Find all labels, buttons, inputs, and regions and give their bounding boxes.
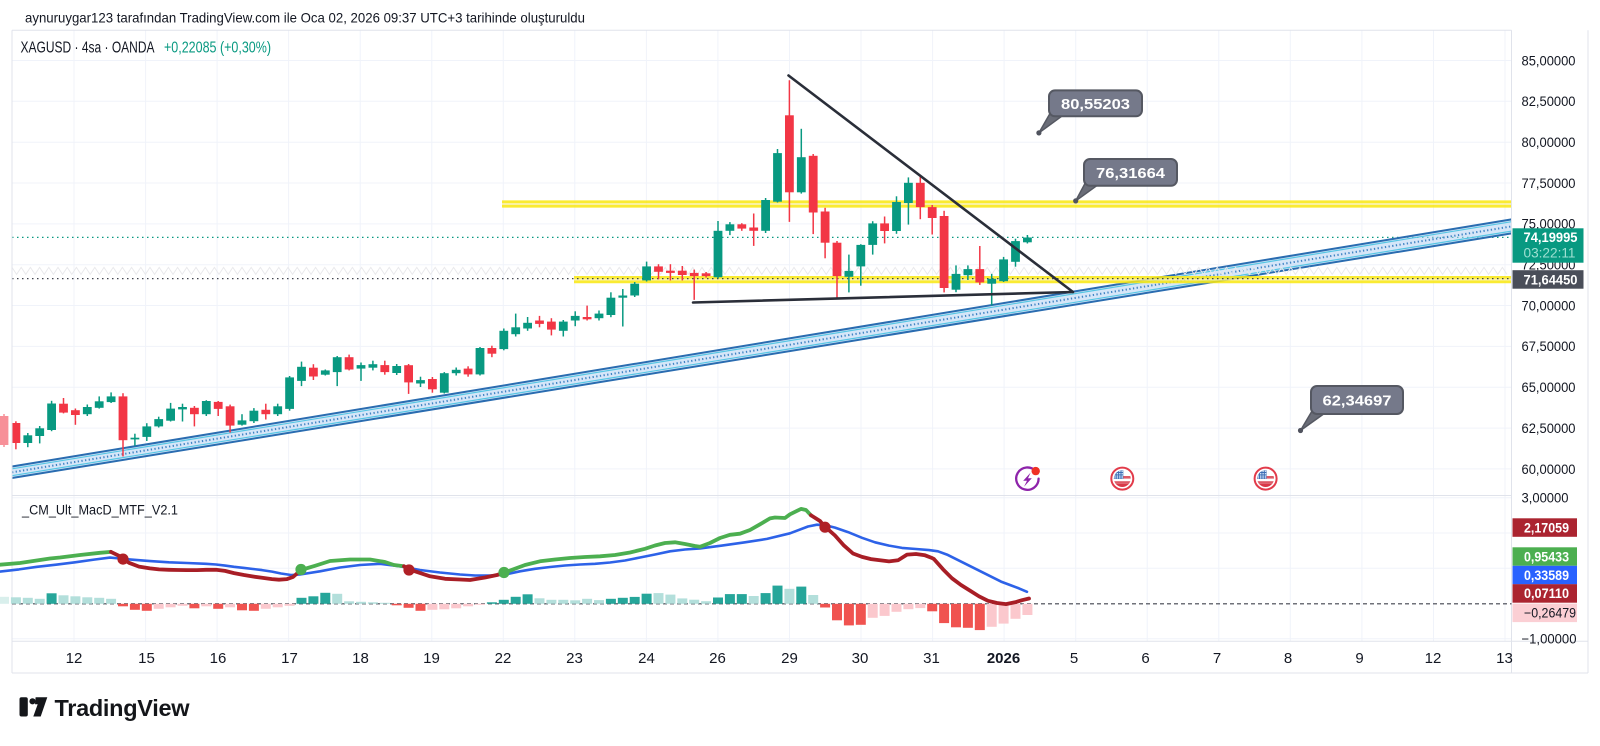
svg-text:31: 31: [923, 650, 940, 667]
svg-text:_CM_Ult_MacD_MTF_V2.1: _CM_Ult_MacD_MTF_V2.1: [21, 503, 178, 518]
svg-text:7: 7: [1213, 650, 1221, 667]
svg-text:0,33589: 0,33589: [1524, 568, 1569, 583]
svg-text:13: 13: [1496, 650, 1513, 667]
svg-text:19: 19: [423, 650, 440, 667]
svg-text:6: 6: [1141, 650, 1149, 667]
svg-text:22: 22: [495, 650, 512, 667]
svg-text:62,50000: 62,50000: [1522, 421, 1576, 436]
svg-text:2026: 2026: [987, 650, 1020, 667]
svg-text:0,95433: 0,95433: [1524, 549, 1569, 564]
svg-text:18: 18: [352, 650, 369, 667]
svg-text:67,50000: 67,50000: [1522, 339, 1576, 354]
svg-text:26: 26: [709, 650, 726, 667]
svg-text:23: 23: [566, 650, 583, 667]
svg-text:16: 16: [210, 650, 227, 667]
svg-text:2,17059: 2,17059: [1524, 520, 1569, 535]
svg-text:71,64450: 71,64450: [1524, 272, 1578, 287]
svg-text:85,00000: 85,00000: [1522, 53, 1576, 68]
svg-text:24: 24: [638, 650, 655, 667]
svg-text:12: 12: [66, 650, 83, 667]
svg-text:60,00000: 60,00000: [1522, 462, 1576, 477]
svg-text:65,00000: 65,00000: [1522, 380, 1576, 395]
svg-text:17: 17: [281, 650, 298, 667]
svg-text:62,34697: 62,34697: [1323, 394, 1392, 410]
svg-text:5: 5: [1070, 650, 1078, 667]
svg-text:+0,22085 (+0,30%): +0,22085 (+0,30%): [164, 40, 271, 57]
svg-text:82,50000: 82,50000: [1522, 94, 1576, 109]
svg-text:12: 12: [1425, 650, 1442, 667]
svg-text:80,55203: 80,55203: [1061, 97, 1130, 113]
svg-text:3,00000: 3,00000: [1522, 491, 1569, 506]
svg-text:76,31664: 76,31664: [1096, 166, 1165, 182]
svg-text:77,50000: 77,50000: [1522, 176, 1576, 191]
svg-text:9: 9: [1355, 650, 1363, 667]
svg-text:80,00000: 80,00000: [1522, 135, 1576, 150]
svg-text:29: 29: [781, 650, 798, 667]
svg-text:XAGUSD · 4sa · OANDA: XAGUSD · 4sa · OANDA: [21, 40, 156, 57]
svg-text:0,07110: 0,07110: [1524, 586, 1569, 601]
svg-text:TradingView: TradingView: [55, 695, 191, 721]
svg-text:30: 30: [852, 650, 869, 667]
svg-text:03:22:11: 03:22:11: [1524, 245, 1576, 260]
svg-text:8: 8: [1284, 650, 1292, 667]
svg-text:−0,26479: −0,26479: [1524, 606, 1576, 621]
svg-text:75,00000: 75,00000: [1522, 217, 1576, 232]
svg-text:−1,00000: −1,00000: [1522, 632, 1577, 647]
svg-text:aynuruygar123 tarafından Tradi: aynuruygar123 tarafından TradingView.com…: [25, 10, 585, 26]
svg-text:74,19995: 74,19995: [1524, 230, 1578, 245]
svg-text:70,00000: 70,00000: [1522, 298, 1576, 313]
svg-text:15: 15: [138, 650, 155, 667]
